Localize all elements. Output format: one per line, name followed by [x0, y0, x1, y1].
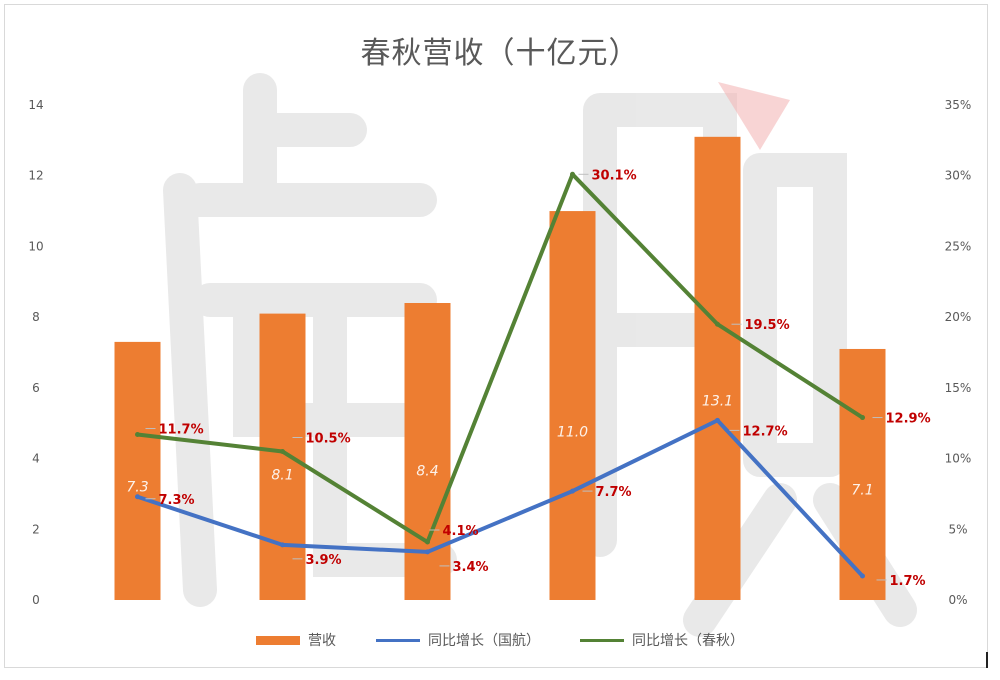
revenue-bar-label: 7.1 — [851, 483, 873, 499]
air-china-growth-point — [425, 549, 430, 555]
legend-label-revenue: 营收 — [308, 633, 336, 649]
legend-item-revenue: 营收 — [256, 630, 336, 650]
air-china-growth-point — [570, 488, 575, 494]
right-axis-tick-label: 25% — [945, 239, 972, 253]
chart-title: 春秋营收（十亿元） — [360, 36, 640, 71]
revenue-bar — [694, 136, 741, 601]
revenue-bar-label: 11.0 — [557, 425, 588, 441]
left-axis-tick-label: 2 — [32, 522, 40, 536]
air-china-growth-point — [715, 417, 720, 423]
line-series — [135, 171, 865, 579]
revenue-bar-label: 7.3 — [126, 480, 148, 496]
watermark-accent — [718, 82, 790, 150]
revenue-bar-label: 8.1 — [271, 468, 293, 484]
data-labels: 7.3 8.1 8.4 11.0 13.1 7.1 7.3% 3.9% 3.4% 7.7% 12.7… — [126, 168, 930, 589]
legend-item-spring: 同比增长（春秋） — [580, 630, 744, 650]
revenue-bar — [404, 303, 451, 600]
left-axis-tick-label: 12 — [28, 169, 43, 183]
spring-growth-point — [715, 321, 720, 327]
revenue-bar — [549, 211, 596, 601]
right-axis-tick-label: 30% — [945, 169, 972, 183]
left-axis: 0 2 4 6 8 10 12 14 — [28, 98, 43, 607]
right-axis-tick-label: 10% — [945, 452, 972, 466]
air-china-growth-label: 12.7% — [743, 424, 788, 439]
legend-swatch-air-china — [376, 638, 420, 642]
spring-growth-point — [135, 432, 140, 438]
right-axis-tick-label: 0% — [948, 593, 967, 607]
revenue-bar-label: 8.4 — [416, 463, 438, 479]
legend-label-air-china: 同比增长（国航） — [428, 633, 540, 649]
air-china-growth-label: 7.7% — [596, 485, 632, 500]
left-axis-tick-label: 0 — [32, 593, 40, 607]
left-axis-tick-label: 14 — [28, 98, 43, 112]
revenue-bar — [114, 341, 161, 600]
left-axis-tick-label: 8 — [32, 310, 40, 324]
air-china-growth-point — [135, 494, 140, 500]
spring-growth-point — [570, 171, 575, 177]
air-china-growth-point — [280, 542, 285, 548]
spring-growth-point — [425, 539, 430, 545]
left-axis-tick-label: 10 — [28, 239, 43, 253]
air-china-growth-label: 3.4% — [453, 560, 489, 575]
chart-frame — [4, 4, 988, 668]
spring-growth-label: 12.9% — [886, 412, 931, 427]
spring-growth-label: 19.5% — [745, 318, 790, 333]
spring-growth-label: 10.5% — [306, 432, 351, 447]
air-china-growth-line — [135, 418, 865, 578]
right-axis: 0% 5% 10% 15% 20% 25% 30% 35% — [945, 98, 972, 607]
legend-swatch-revenue — [256, 635, 300, 645]
air-china-growth-label: 3.9% — [306, 553, 342, 568]
spring-growth-point — [860, 415, 865, 421]
air-china-growth-point — [860, 573, 865, 579]
spring-growth-label: 11.7% — [159, 423, 204, 438]
right-axis-tick-label: 5% — [948, 522, 967, 536]
legend-item-air-china: 同比增长（国航） — [376, 630, 540, 650]
spring-growth-label: 4.1% — [443, 524, 479, 539]
right-axis-tick-label: 35% — [945, 98, 972, 112]
legend-label-spring: 同比增长（春秋） — [632, 633, 744, 649]
legend-swatch-spring — [580, 638, 624, 642]
revenue-bar-label: 13.1 — [702, 393, 733, 409]
left-axis-tick-label: 6 — [32, 381, 40, 395]
air-china-growth-label: 1.7% — [890, 574, 926, 589]
revenue-bar — [259, 313, 306, 600]
right-axis-tick-label: 15% — [945, 381, 972, 395]
spring-growth-line — [135, 172, 865, 545]
left-axis-tick-label: 4 — [32, 452, 40, 466]
legend: 营收 同比增长（国航） 同比增长（春秋） — [0, 630, 1000, 650]
spring-growth-point — [280, 449, 285, 454]
revenue-bar — [839, 348, 886, 600]
text-cursor — [986, 652, 988, 668]
right-axis-tick-label: 20% — [945, 310, 972, 324]
air-china-growth-label: 7.3% — [159, 493, 195, 508]
spring-growth-label: 30.1% — [592, 168, 637, 183]
